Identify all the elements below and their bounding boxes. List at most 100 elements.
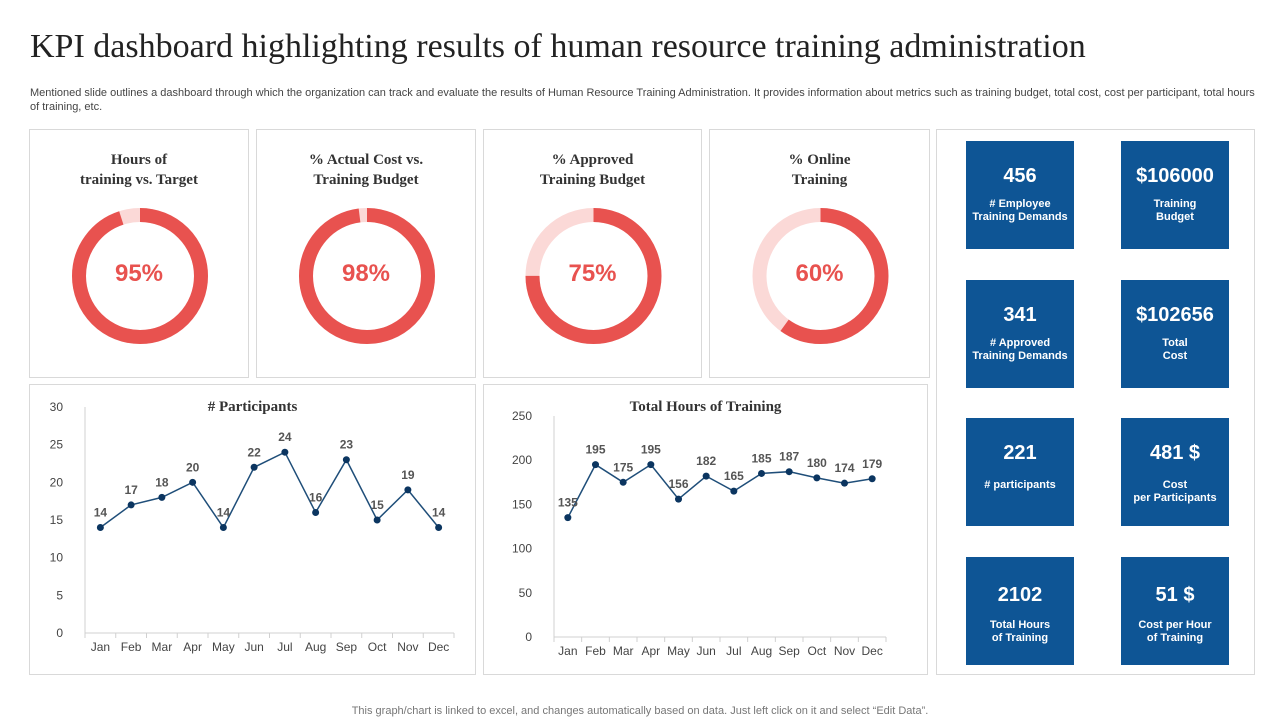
kpi-label: Total Hours of Training (989, 619, 1051, 644)
x-tick-label: May (212, 640, 235, 654)
x-tick-label: Apr (641, 644, 660, 658)
donut-title: % Actual Cost vs. Training Budget (308, 152, 424, 188)
kpi-value: $102656 (1136, 304, 1214, 326)
donut-title: % Online Training (788, 152, 851, 188)
kpi-cost-per-hour: 51 $ Cost per Hour of Training (1121, 557, 1229, 665)
x-tick-label: Feb (585, 644, 606, 658)
data-point (435, 524, 443, 532)
x-tick-label: Sep (778, 644, 800, 658)
data-label: 18 (155, 475, 169, 489)
x-tick-label: Mar (613, 644, 634, 658)
data-point (404, 486, 412, 494)
kpi-approved-training-demands: 341 # Approved Training Demands (966, 280, 1074, 388)
data-point (647, 461, 655, 469)
series-line (99, 451, 440, 530)
kpi-cost-per-participant: 481 $ Cost per Participants (1121, 418, 1229, 526)
kpi-label: Cost per Hour of Training (1138, 619, 1212, 644)
data-point (127, 501, 135, 509)
kpi-value: 456 (1003, 165, 1037, 187)
kpi-label: # Approved Training Demands (972, 337, 1068, 362)
kpi-value: 341 (1003, 304, 1037, 326)
data-point (373, 516, 381, 524)
x-tick-label: Mar (152, 640, 173, 654)
kpi-label: Total Cost (1162, 337, 1188, 362)
data-label: 22 (247, 445, 261, 459)
kpi-employee-training-demands: 456 # Employee Training Demands (966, 141, 1074, 249)
donut-value: 95% (114, 260, 164, 287)
donut-card-approved-budget: % Approved Training Budget 75% (483, 129, 702, 378)
data-point (619, 478, 627, 486)
donut-value: 75% (568, 260, 617, 287)
data-point (785, 468, 793, 476)
donut-value-arc (752, 208, 889, 344)
data-label: 187 (779, 450, 799, 464)
data-label: 20 (186, 460, 200, 474)
data-label: 185 (751, 451, 771, 465)
x-tick-label: Sep (336, 640, 358, 654)
data-label: 174 (834, 461, 854, 475)
participants-line-chart: 0 5 10 15 20 25 30 Jan Feb Mar Apr May Jun Jul Aug Sep O… (50, 400, 455, 654)
chart-title: Total Hours of Training (629, 399, 782, 415)
data-label: 195 (585, 443, 605, 457)
x-tick-label: Oct (368, 640, 387, 654)
data-point (158, 493, 166, 501)
data-label: 14 (217, 506, 231, 520)
x-tick-label: Nov (397, 640, 418, 654)
data-point (281, 448, 289, 456)
x-tick-label: Nov (834, 644, 855, 658)
chart-title: # Participants (207, 399, 298, 415)
x-tick-label: Aug (751, 644, 772, 658)
y-tick-label: 200 (512, 453, 532, 467)
x-tick-label: Jun (696, 644, 715, 658)
kpi-training-budget: $106000 Training Budget (1121, 141, 1229, 249)
kpi-value: 481 $ (1149, 442, 1201, 464)
data-point (841, 479, 848, 487)
kpi-total-hours-of-training: 2102 Total Hours of Training (966, 557, 1074, 665)
data-label: 175 (613, 460, 633, 474)
y-tick-label: 100 (512, 542, 532, 556)
data-label: 17 (124, 483, 138, 497)
x-tick-label: Feb (121, 640, 142, 654)
footer-note: This graph/chart is linked to excel, and… (351, 705, 929, 717)
training-hours-line-chart: 0 50 100 150 200 250 Jan Feb Mar Apr May Jun Jul Aug S… (512, 409, 887, 658)
kpi-total-cost: $102656 Total Cost (1121, 280, 1229, 388)
data-label: 180 (807, 456, 827, 470)
page-description: Mentioned slide outlines a dashboard thr… (30, 87, 1255, 113)
data-label: 19 (401, 468, 415, 482)
donut-card-actual-cost: % Actual Cost vs. Training Budget 98% (256, 129, 476, 378)
donut-chart (752, 208, 889, 344)
x-tick-label: May (667, 644, 690, 658)
x-tick-label: Jun (244, 640, 263, 654)
data-label: 16 (309, 490, 323, 504)
data-label: 15 (370, 498, 384, 512)
data-label: 14 (432, 506, 446, 520)
x-tick-label: Jan (91, 640, 110, 654)
x-tick-label: Apr (183, 640, 202, 654)
data-label: 135 (558, 496, 578, 510)
data-point (312, 508, 320, 516)
data-point (342, 456, 350, 464)
data-point (189, 478, 197, 486)
data-label: 14 (94, 506, 108, 520)
kpi-value: 2102 (997, 584, 1043, 606)
x-tick-label: Aug (305, 640, 326, 654)
y-tick-label: 250 (512, 409, 532, 423)
page-title: KPI dashboard highlighting results of hu… (30, 28, 1086, 65)
y-tick-label: 30 (50, 400, 64, 414)
y-tick-label: 15 (50, 513, 64, 527)
data-point (592, 461, 599, 469)
donut-title: Hours of training vs. Target (80, 152, 198, 188)
y-tick-label: 150 (512, 497, 532, 511)
data-point (813, 474, 821, 482)
kpi-participants: 221 # participants (966, 418, 1074, 526)
donut-value: 60% (795, 260, 844, 287)
donut-value-arc (525, 208, 662, 344)
data-point (730, 487, 738, 495)
x-tick-label: Jul (726, 644, 741, 658)
donut-value: 98% (341, 260, 391, 287)
kpi-label: # Employee Training Demands (972, 198, 1068, 223)
kpi-label: # participants (984, 479, 1056, 491)
data-label: 182 (696, 454, 716, 468)
data-point (96, 524, 104, 532)
kpi-value: 51 $ (1155, 584, 1195, 606)
